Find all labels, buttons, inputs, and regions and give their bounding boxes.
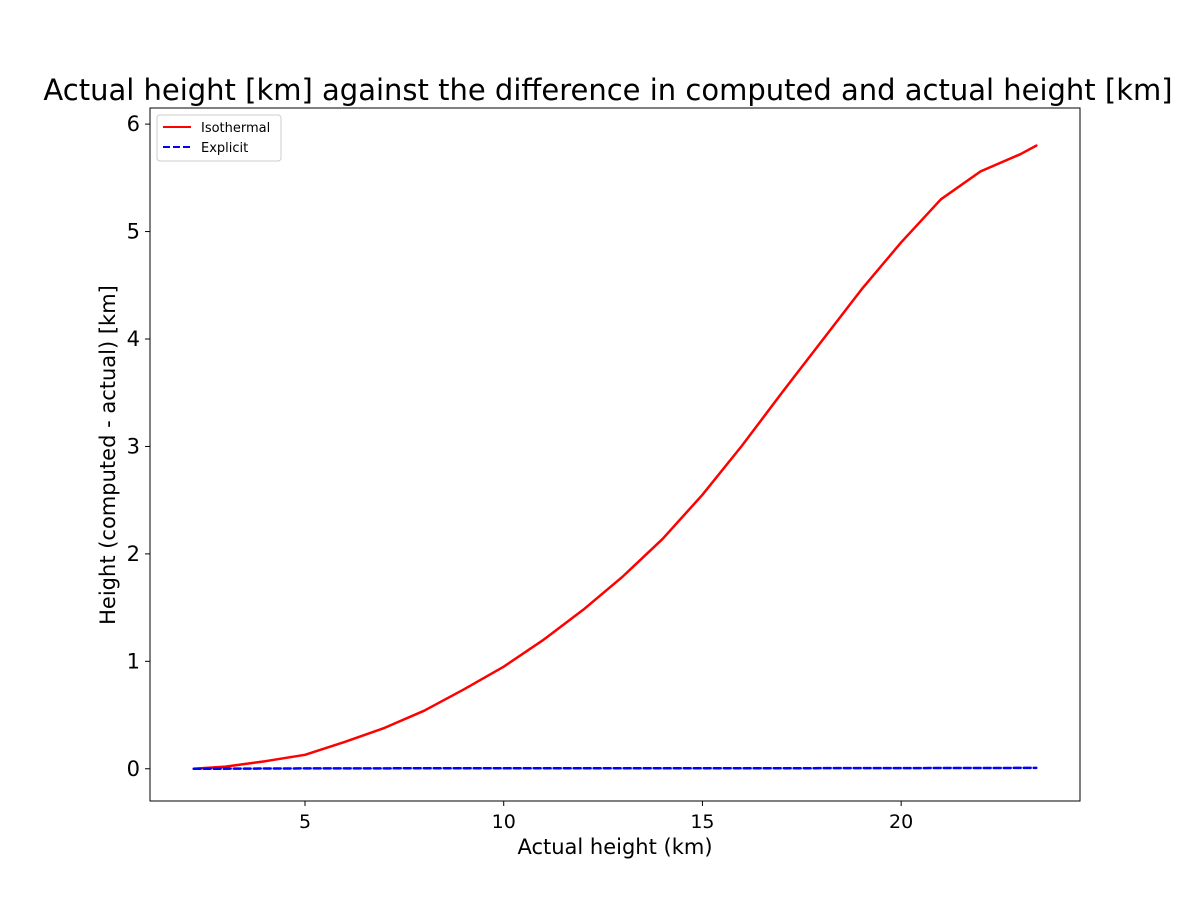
x-tick-label: 5 <box>299 811 311 833</box>
legend-item-isothermal: Isothermal <box>163 121 270 136</box>
legend-label-explicit: Explicit <box>201 141 248 156</box>
series-line-isothermal <box>192 144 1038 771</box>
x-axis-label: Actual height (km) <box>517 835 712 859</box>
y-tick-label: 2 <box>127 542 140 566</box>
x-tick-label: 10 <box>492 811 516 833</box>
y-tick-label: 3 <box>127 434 140 458</box>
y-tick-label: 6 <box>127 112 140 136</box>
x-tick-label: 20 <box>889 811 913 833</box>
y-tick-label: 5 <box>127 220 140 244</box>
y-axis-label: Height (computed - actual) [km] <box>96 285 120 625</box>
plot-frame <box>149 107 1081 802</box>
series-layer <box>192 144 1038 771</box>
y-axis: 0 1 2 3 4 5 6 <box>127 112 150 781</box>
y-tick-label: 4 <box>127 327 140 351</box>
series-line-explicit <box>192 766 1038 771</box>
y-tick-label: 1 <box>127 649 140 673</box>
legend: Isothermal Explicit <box>156 114 282 162</box>
x-axis: 5 10 15 20 <box>299 801 913 833</box>
legend-label-isothermal: Isothermal <box>201 121 270 136</box>
legend-item-explicit: Explicit <box>163 141 248 156</box>
chart-title: Actual height [km] against the differenc… <box>43 73 1172 107</box>
x-tick-label: 15 <box>690 811 714 833</box>
plot-area <box>149 107 1081 802</box>
y-tick-label: 0 <box>127 757 140 781</box>
